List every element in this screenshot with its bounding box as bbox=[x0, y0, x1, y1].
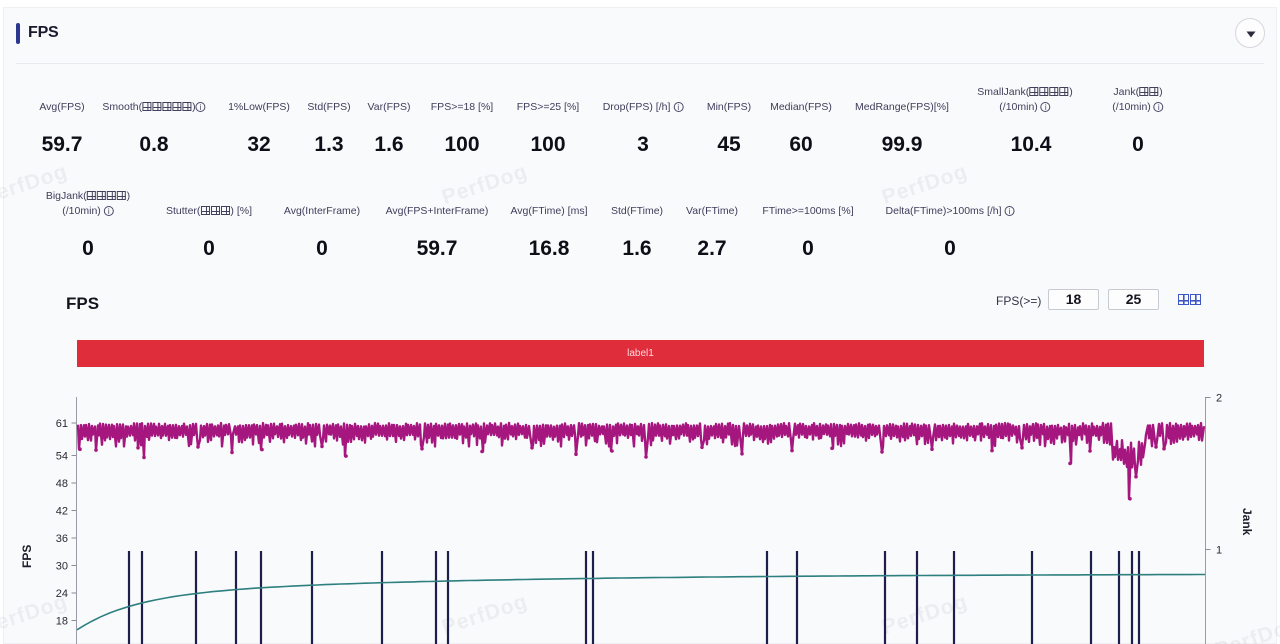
svg-text:Jank: Jank bbox=[1240, 508, 1254, 536]
svg-text:61: 61 bbox=[56, 418, 68, 430]
svg-text:FPS: FPS bbox=[20, 545, 34, 568]
svg-text:30: 30 bbox=[56, 561, 68, 573]
svg-text:54: 54 bbox=[56, 451, 68, 463]
svg-text:48: 48 bbox=[56, 478, 68, 490]
svg-text:18: 18 bbox=[56, 616, 68, 628]
svg-text:1: 1 bbox=[1216, 545, 1222, 557]
svg-text:24: 24 bbox=[56, 588, 68, 600]
svg-text:2: 2 bbox=[1216, 393, 1222, 405]
svg-text:42: 42 bbox=[56, 506, 68, 518]
svg-text:36: 36 bbox=[56, 533, 68, 545]
